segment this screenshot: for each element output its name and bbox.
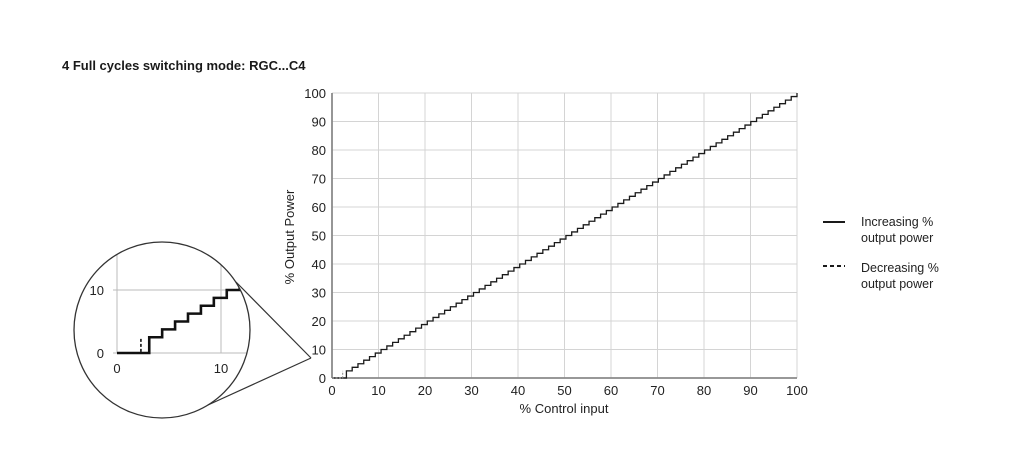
inset-magnifier: 0 10 0 10 — [73, 241, 312, 419]
svg-text:20: 20 — [312, 314, 326, 329]
magnifier-circle — [73, 241, 251, 419]
svg-text:90: 90 — [743, 383, 757, 398]
y-axis-label: % Output Power — [282, 189, 297, 284]
svg-text:0: 0 — [97, 346, 104, 361]
svg-text:60: 60 — [604, 383, 618, 398]
legend-item-decreasing: Decreasing % output power — [823, 261, 939, 291]
inset-plot — [113, 242, 250, 355]
svg-text:30: 30 — [464, 383, 478, 398]
svg-text:60: 60 — [312, 200, 326, 215]
axes — [331, 93, 797, 379]
svg-text:10: 10 — [90, 283, 104, 298]
svg-text:70: 70 — [312, 172, 326, 187]
legend-label: Decreasing % — [861, 261, 939, 275]
x-axis-label: % Control input — [520, 401, 609, 416]
magnifier-tangent-upper — [235, 281, 312, 359]
svg-text:70: 70 — [650, 383, 664, 398]
magnifier-tangent-lower — [207, 357, 312, 406]
svg-text:90: 90 — [312, 115, 326, 130]
svg-text:100: 100 — [786, 383, 808, 398]
y-tick-labels: 0 10 20 30 40 50 60 70 80 90 100 — [304, 86, 326, 386]
svg-text:0: 0 — [113, 361, 120, 376]
chart-title: 4 Full cycles switching mode: RGC...C4 — [62, 58, 306, 73]
svg-text:100: 100 — [304, 86, 326, 101]
legend-item-increasing: Increasing % output power — [823, 215, 933, 245]
legend-label: Increasing % — [861, 215, 933, 229]
main-series — [332, 93, 798, 379]
inset-tick-labels: 0 10 0 10 — [90, 283, 229, 376]
svg-text:10: 10 — [312, 343, 326, 358]
svg-text:40: 40 — [511, 383, 525, 398]
svg-text:10: 10 — [371, 383, 385, 398]
x-tick-labels: 0 10 20 30 40 50 60 70 80 90 100 — [328, 383, 807, 398]
svg-text:10: 10 — [214, 361, 228, 376]
svg-text:0: 0 — [328, 383, 335, 398]
svg-text:30: 30 — [312, 286, 326, 301]
legend: Increasing % output power Decreasing % o… — [823, 215, 939, 291]
svg-text:50: 50 — [312, 229, 326, 244]
svg-text:20: 20 — [418, 383, 432, 398]
svg-text:50: 50 — [557, 383, 571, 398]
svg-text:0: 0 — [319, 371, 326, 386]
svg-text:80: 80 — [697, 383, 711, 398]
legend-label: output power — [861, 231, 933, 245]
legend-label: output power — [861, 277, 933, 291]
svg-text:80: 80 — [312, 143, 326, 158]
svg-text:40: 40 — [312, 257, 326, 272]
